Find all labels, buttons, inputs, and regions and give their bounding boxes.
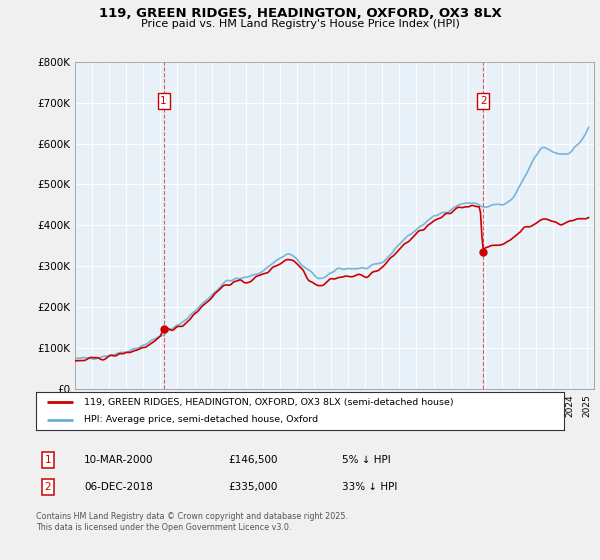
Text: 33% ↓ HPI: 33% ↓ HPI <box>342 482 397 492</box>
Text: 119, GREEN RIDGES, HEADINGTON, OXFORD, OX3 8LX: 119, GREEN RIDGES, HEADINGTON, OXFORD, O… <box>98 7 502 20</box>
Text: 119, GREEN RIDGES, HEADINGTON, OXFORD, OX3 8LX (semi-detached house): 119, GREEN RIDGES, HEADINGTON, OXFORD, O… <box>83 398 453 407</box>
Text: 1: 1 <box>160 96 167 106</box>
Text: 10-MAR-2000: 10-MAR-2000 <box>84 455 154 465</box>
Text: 06-DEC-2018: 06-DEC-2018 <box>84 482 153 492</box>
Text: £146,500: £146,500 <box>228 455 277 465</box>
Text: 2: 2 <box>44 482 52 492</box>
Text: Contains HM Land Registry data © Crown copyright and database right 2025.
This d: Contains HM Land Registry data © Crown c… <box>36 512 348 532</box>
Text: 5% ↓ HPI: 5% ↓ HPI <box>342 455 391 465</box>
Text: 2: 2 <box>480 96 487 106</box>
Text: 1: 1 <box>44 455 52 465</box>
Text: £335,000: £335,000 <box>228 482 277 492</box>
Text: Price paid vs. HM Land Registry's House Price Index (HPI): Price paid vs. HM Land Registry's House … <box>140 19 460 29</box>
Text: HPI: Average price, semi-detached house, Oxford: HPI: Average price, semi-detached house,… <box>83 416 317 424</box>
